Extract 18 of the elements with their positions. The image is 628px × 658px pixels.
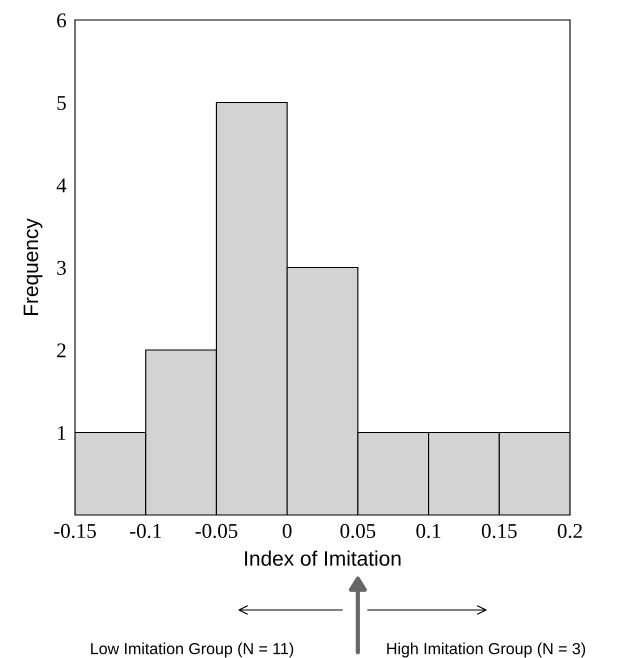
y-axis-title: Frequency <box>24 218 42 315</box>
y-tick-label: 2 <box>57 343 66 358</box>
x-tick-label: 0.2 <box>558 524 582 538</box>
x-tick-label: 0 <box>282 524 292 538</box>
text: Low Imitation Group (N = 11) <box>91 642 294 658</box>
x-tick-label: -0.15 <box>54 524 96 538</box>
x-tick-label: 0.05 <box>340 524 376 538</box>
text: High Imitation Group (N = 3) <box>387 642 586 658</box>
y-tick-label: 5 <box>57 96 66 110</box>
x-axis-title: Index of Imitation <box>245 550 400 566</box>
x-tick-label: -0.1 <box>130 524 161 538</box>
y-tick-label: 1 <box>58 426 66 440</box>
x-tick-label: -0.05 <box>196 524 238 538</box>
y-tick-label: 3 <box>57 260 66 275</box>
x-tick-label: 0.1 <box>416 524 440 538</box>
y-tick-label: 4 <box>56 178 66 192</box>
x-tick-label: 0.15 <box>482 524 517 538</box>
y-tick-label: 6 <box>57 13 66 28</box>
